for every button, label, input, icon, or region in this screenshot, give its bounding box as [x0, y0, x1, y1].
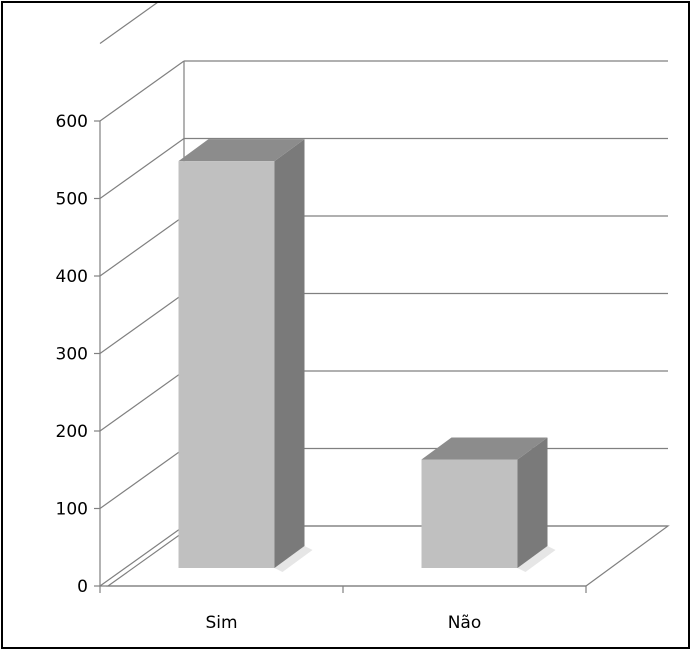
gridline-depth-0 [99, 525, 185, 587]
y-tick-label: 500 [56, 190, 88, 210]
bar-Sim [178, 161, 275, 568]
bar-side-face [274, 139, 305, 568]
y-tick-label: 600 [56, 112, 88, 132]
gridline-depth-600 [99, 60, 185, 122]
bar-chart-3d: 0 100 200 300 400 500 600 Sim Não [56, 3, 670, 633]
x-tick-label: Não [448, 613, 482, 633]
bar-side-face [517, 437, 548, 568]
x-tick-label: Sim [205, 613, 237, 633]
gridline-depth-top [99, 3, 158, 44]
gridline-depth-300 [99, 293, 185, 354]
bar-Não [421, 459, 518, 568]
y-tick-label: 400 [56, 267, 88, 287]
y-tick-label: 0 [77, 577, 88, 597]
gridline-depth-500 [99, 138, 185, 199]
bar-shadow [517, 546, 556, 572]
gridline-depth-400 [99, 215, 185, 277]
bar-top-face [421, 437, 548, 460]
gridline-depth-100 [99, 448, 185, 509]
y-tick-label: 100 [56, 500, 88, 520]
gridline-depth-200 [99, 370, 185, 432]
y-tick-label: 200 [56, 422, 88, 442]
y-tick-label: 300 [56, 345, 88, 365]
chart-frame: 0 100 200 300 400 500 600 Sim Não [1, 1, 690, 649]
bar-shadow [274, 546, 313, 572]
bar-top-face [178, 139, 305, 162]
